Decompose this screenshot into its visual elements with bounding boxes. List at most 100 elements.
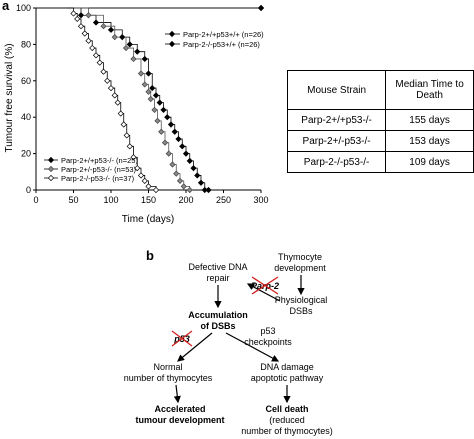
x-tick-label: 150 xyxy=(141,195,156,205)
number-thymocytes-text: number of thymocytes xyxy=(124,373,213,383)
parp2-cross-icon xyxy=(251,276,279,295)
data-point xyxy=(130,154,137,161)
data-point xyxy=(158,128,165,135)
y-tick-label: 20 xyxy=(21,149,31,159)
repair-text: repair xyxy=(206,273,229,283)
data-point xyxy=(169,161,176,168)
y-axis-title: Tumour free survival (%) xyxy=(4,43,15,152)
table-header-median: Median Time to Death xyxy=(385,70,474,110)
legend-marker xyxy=(47,156,55,164)
legend-top: Parp-2+/+p53+/+ (n=26)Parp-2-/-p53+/+ (n… xyxy=(165,30,264,49)
data-point xyxy=(149,84,156,92)
data-point xyxy=(126,41,133,48)
data-point xyxy=(119,34,126,41)
data-point xyxy=(92,19,100,26)
data-point xyxy=(100,23,107,30)
data-point xyxy=(77,23,85,30)
legend-marker xyxy=(47,165,55,173)
data-point xyxy=(107,26,115,33)
legend-entry: Parp-2+/+p53-/- (n=25) xyxy=(61,156,138,165)
table-cell-strain: Parp-2-/-p53-/- xyxy=(286,151,387,173)
data-point xyxy=(145,70,152,77)
data-point xyxy=(152,92,160,99)
data-point xyxy=(74,15,81,23)
physiological-text: Physiological xyxy=(275,295,328,305)
data-point xyxy=(70,10,77,17)
apoptotic-pathway-text: apoptotic pathway xyxy=(251,373,324,383)
data-point xyxy=(141,177,148,184)
cell-death-text: Cell death xyxy=(265,404,308,414)
legend-marker xyxy=(47,174,55,182)
data-point xyxy=(111,92,118,99)
data-point xyxy=(151,106,158,114)
data-point xyxy=(85,37,92,44)
data-point xyxy=(186,186,193,194)
data-point xyxy=(141,55,148,63)
reduced-number-text: number of thymocytes) xyxy=(241,426,333,436)
survival-chart: 0 50 100 150 200 250 300 0 20 40 60 80 100 Time (day… xyxy=(4,3,269,225)
data-point xyxy=(156,99,163,106)
tumour-development-text: tumour development xyxy=(135,415,224,425)
data-point xyxy=(100,68,107,75)
table-row: Parp-2+/-p53-/- 153 days xyxy=(286,130,474,152)
y-tick-label: 60 xyxy=(21,76,31,86)
legend-marker xyxy=(168,40,176,48)
data-point xyxy=(194,172,201,179)
data-point xyxy=(176,177,184,184)
table-header-strain: Mouse Strain xyxy=(286,70,387,110)
thymocyte-text: Thymocyte xyxy=(278,252,322,262)
data-point xyxy=(81,30,88,37)
x-axis-title: Time (days) xyxy=(122,214,174,225)
data-point xyxy=(77,12,85,19)
dsbs-text: DSBs xyxy=(289,306,313,316)
data-point xyxy=(141,81,148,88)
chart-ticks: 0 50 100 150 200 250 300 0 20 40 60 80 100 xyxy=(16,3,269,205)
development-text: development xyxy=(274,263,326,273)
data-point xyxy=(134,165,141,172)
data-point xyxy=(205,186,212,194)
legend-entry: Parp-2-/-p53+/+ (n=26) xyxy=(183,40,260,49)
legend-entry: Parp-2+/-p53-/- (n=53) xyxy=(61,165,137,174)
data-point xyxy=(134,48,141,55)
of-dsbs-text: of DSBs xyxy=(200,321,235,331)
data-point xyxy=(257,4,265,12)
y-tick-label: 0 xyxy=(26,185,31,195)
data-point xyxy=(164,114,171,121)
data-point xyxy=(120,121,127,128)
data-point xyxy=(160,106,167,114)
normal-text: Normal xyxy=(153,362,182,372)
data-point xyxy=(171,128,178,135)
x-tick-label: 300 xyxy=(253,195,268,205)
data-point xyxy=(137,70,145,77)
arrow-physio-to-defective xyxy=(246,283,281,302)
data-point xyxy=(147,95,154,103)
data-point xyxy=(85,12,92,19)
chart-markers xyxy=(70,4,265,194)
data-point xyxy=(111,34,118,41)
data-point xyxy=(104,77,111,84)
data-point xyxy=(186,157,193,164)
data-point xyxy=(89,44,96,52)
data-point xyxy=(180,183,187,190)
y-tick-label: 40 xyxy=(21,112,31,122)
data-point xyxy=(197,179,205,186)
panel-a-label: a xyxy=(2,0,10,13)
x-tick-label: 50 xyxy=(68,195,78,205)
data-point xyxy=(130,55,137,63)
dna-damage-text: DNA damage xyxy=(260,362,314,372)
table-row: Parp-2-/-p53-/- 109 days xyxy=(286,151,474,173)
data-point xyxy=(175,135,182,143)
data-point xyxy=(126,143,133,150)
legend-entry: Parp-2-/-p53-/- (n=37) xyxy=(61,174,135,183)
table-header-row: Mouse Strain Median Time to Death xyxy=(286,70,474,110)
x-tick-label: 0 xyxy=(33,195,38,205)
data-point xyxy=(167,121,175,128)
x-tick-label: 100 xyxy=(103,195,118,205)
p53-cross-icon xyxy=(171,330,193,347)
p53-checkpoints-text: p53 xyxy=(260,326,275,336)
defective-dna-text: Defective DNA xyxy=(188,262,247,272)
data-point xyxy=(161,139,169,146)
data-point xyxy=(137,172,145,179)
legend-bottom: Parp-2+/+p53-/- (n=25)Parp-2+/-p53-/- (n… xyxy=(44,156,138,183)
arrow-normal-to-accelerated xyxy=(173,384,181,404)
